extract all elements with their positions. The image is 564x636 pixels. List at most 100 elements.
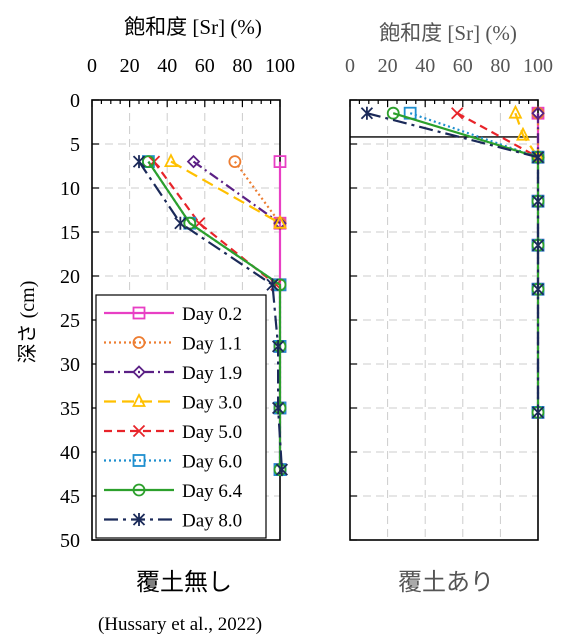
data-point	[273, 401, 287, 415]
data-point	[273, 214, 287, 229]
y-tick-label: 10	[60, 178, 80, 200]
legend-label: Day 3.0	[182, 393, 242, 414]
legend-item: Day 0.2	[104, 304, 242, 325]
data-point	[266, 278, 279, 292]
legend-label: Day 8.0	[182, 511, 242, 532]
chart-right-subtitle: 覆土あり	[398, 569, 494, 596]
series-day-3-0	[164, 153, 287, 229]
data-point	[531, 238, 545, 252]
legend-label: Day 5.0	[182, 422, 242, 443]
legend-item: Day 6.0	[104, 452, 242, 473]
x-tick-label: 60	[453, 55, 473, 77]
legend-item: Day 5.0	[104, 422, 242, 443]
data-point	[275, 463, 289, 477]
legend-marker	[132, 454, 146, 467]
data-point	[508, 104, 523, 119]
series-line	[153, 160, 277, 286]
x-tick-label: 0	[87, 55, 97, 77]
data-point	[132, 155, 146, 169]
data-point	[531, 106, 545, 120]
series-line	[514, 112, 539, 158]
data-point	[386, 106, 400, 120]
series-line	[234, 160, 281, 224]
data-point	[186, 154, 201, 169]
series-line	[409, 112, 540, 413]
data-point	[141, 155, 155, 169]
data-point	[273, 463, 287, 477]
data-point	[174, 216, 187, 230]
data-point	[273, 278, 287, 292]
grid	[350, 100, 538, 540]
legend-item: Day 1.1	[104, 334, 242, 355]
x-tick-label: 80	[232, 55, 252, 77]
data-point	[531, 405, 545, 419]
data-point	[271, 401, 285, 415]
series-line	[366, 112, 540, 413]
series-line	[147, 160, 282, 470]
x-tick-label: 0	[345, 55, 355, 77]
y-tick-label: 20	[60, 266, 80, 288]
series-line	[192, 160, 281, 225]
data-point	[271, 339, 285, 353]
legend-label: Day 0.2	[182, 304, 242, 325]
series-day-6-4	[141, 155, 287, 477]
data-point	[360, 106, 374, 120]
y-tick-label: 35	[60, 398, 80, 420]
series-line	[456, 112, 539, 159]
data-point	[273, 339, 287, 353]
y-tick-label: 40	[60, 442, 80, 464]
y-axis-label: 深さ (cm)	[16, 281, 39, 364]
legend-item: Day 3.0	[104, 393, 242, 414]
legend-marker	[132, 483, 146, 497]
citation: (Hussary et al., 2022)	[98, 614, 262, 635]
legend-item: Day 1.9	[104, 363, 242, 384]
series-line	[170, 160, 281, 225]
x-tick-label: 40	[157, 55, 177, 77]
data-point	[531, 150, 545, 164]
legend-marker	[132, 392, 146, 407]
series-day-8-0	[360, 106, 545, 419]
series-day-1-9	[186, 154, 287, 230]
x-tick-label: 100	[265, 55, 295, 77]
chart-left-subtitle: 覆土無し	[136, 569, 232, 596]
legend-item: Day 8.0	[104, 511, 242, 532]
x-tick-label: 20	[120, 55, 140, 77]
series-line	[392, 112, 540, 413]
data-point	[273, 155, 287, 169]
legend-label: Day 6.4	[182, 481, 243, 502]
y-tick-label: 30	[60, 354, 80, 376]
data-point	[164, 153, 178, 168]
x-tick-label: 80	[490, 55, 510, 77]
y-tick-label: 50	[60, 530, 80, 552]
legend-label: Day 1.9	[182, 363, 242, 384]
legend-box	[95, 294, 267, 539]
legend-label: Day 6.0	[182, 452, 242, 473]
chart-right-title: 飽和度 [Sr] (%)	[379, 21, 517, 45]
data-point	[531, 282, 545, 296]
data-point	[451, 107, 464, 120]
legend: Day 0.2 Day 1.1 Day 1.9 Day 3.0 Day 5.0 Day 6…	[95, 294, 267, 539]
y-tick-label: 0	[70, 90, 80, 112]
y-tick-label: 5	[70, 134, 80, 156]
x-tick-label: 100	[523, 55, 553, 77]
x-tick-label: 20	[378, 55, 398, 77]
legend-label: Day 1.1	[182, 334, 242, 355]
y-tick-label: 45	[60, 486, 80, 508]
x-tick-label: 40	[415, 55, 435, 77]
data-point	[531, 194, 545, 208]
legend-marker	[132, 306, 146, 320]
series-day-6-4	[386, 106, 545, 419]
x-tick-label: 60	[195, 55, 215, 77]
legend-item: Day 6.4	[104, 481, 243, 502]
legend-marker	[132, 424, 146, 438]
chart-panel-2: 0 20 40 60 80 100	[345, 55, 553, 541]
data-point	[516, 126, 530, 141]
chart-left-title: 飽和度 [Sr] (%)	[124, 15, 262, 39]
legend-marker	[132, 513, 146, 526]
data-point	[273, 216, 287, 230]
legend-marker	[132, 336, 146, 349]
series-day-8-0	[132, 155, 289, 477]
